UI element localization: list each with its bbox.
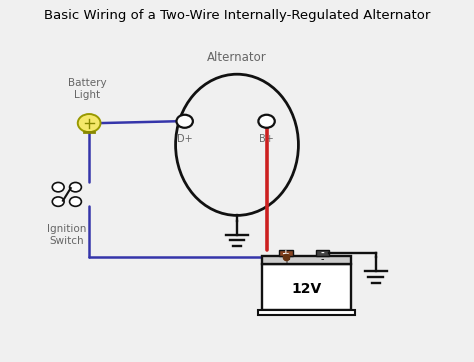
Bar [262, 256, 351, 264]
Circle shape [70, 182, 82, 192]
Text: +: + [282, 249, 290, 257]
Text: Battery
Light: Battery Light [68, 78, 106, 100]
Bar [262, 264, 351, 310]
Circle shape [78, 114, 100, 132]
Circle shape [258, 115, 275, 128]
Circle shape [52, 182, 64, 192]
Circle shape [52, 197, 64, 206]
Text: -: - [320, 254, 324, 265]
Text: -: - [320, 249, 324, 257]
Text: 12V: 12V [291, 282, 321, 296]
Bar [279, 250, 293, 256]
Bar [258, 310, 355, 315]
Text: B+: B+ [259, 134, 274, 144]
Text: Alternator: Alternator [207, 51, 267, 64]
Circle shape [70, 197, 82, 206]
Text: D+: D+ [177, 134, 192, 144]
Circle shape [176, 115, 193, 128]
Text: +: + [282, 254, 290, 265]
Bar [316, 250, 329, 256]
Text: Basic Wiring of a Two-Wire Internally-Regulated Alternator: Basic Wiring of a Two-Wire Internally-Re… [44, 9, 430, 22]
Text: Ignition
Switch: Ignition Switch [47, 224, 86, 246]
